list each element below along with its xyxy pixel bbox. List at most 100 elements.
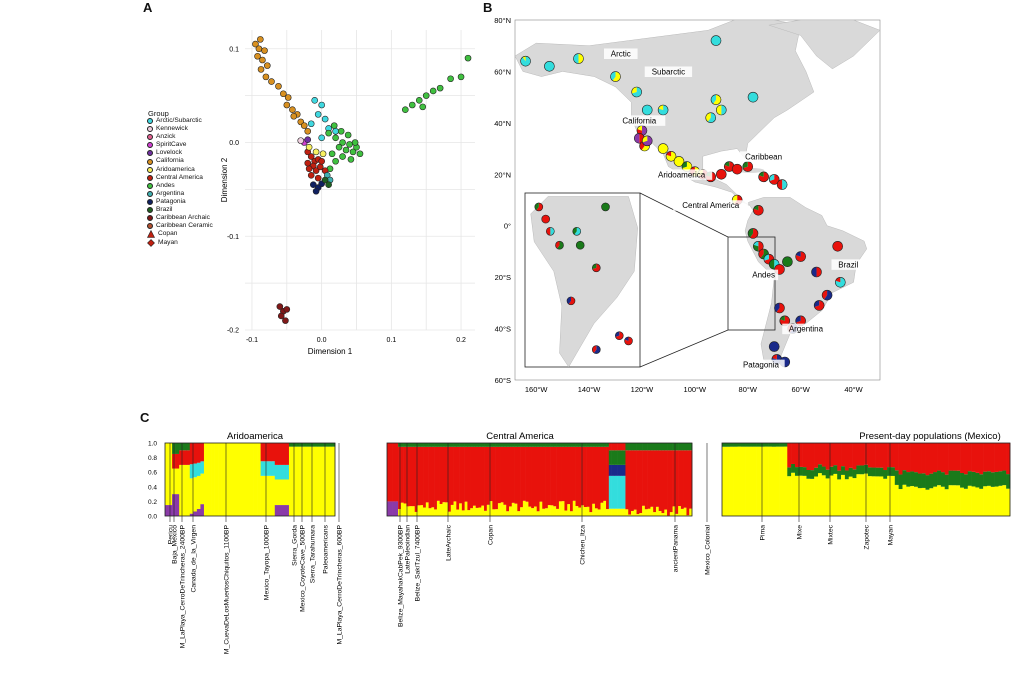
admixture-bar-segment: [586, 443, 590, 447]
sample-pie: [753, 204, 764, 216]
legend-label: Caribbean Archaic: [156, 214, 210, 222]
population-label: Mayan: [888, 525, 895, 546]
legend-swatch: [147, 126, 153, 133]
admixture-bar-segment: [470, 508, 474, 516]
admixture-bar-segment: [434, 446, 438, 510]
data-point: [307, 172, 315, 179]
pie-outline: [575, 240, 585, 250]
admixture-bar-segment: [852, 469, 857, 479]
admixture-bar-segment: [531, 446, 535, 509]
group-title: Aridoamerica: [227, 431, 284, 442]
pie-slice: [658, 143, 669, 154]
data-point: [275, 82, 282, 90]
data-point: [257, 66, 265, 73]
population-label: Belize_MayahakCabPek_9300BP: [398, 525, 405, 627]
data-point: [259, 56, 266, 64]
admixture-bar-segment: [583, 443, 587, 447]
admixture-bar-segment: [802, 443, 807, 468]
admixture-bar-segment: [431, 507, 435, 516]
admixture-bar-segment: [296, 443, 300, 447]
pie-outline: [716, 168, 727, 180]
admixture-bar-segment: [542, 446, 546, 509]
diamond-icon: [147, 238, 155, 247]
data-point: [318, 157, 325, 165]
pie-slice: [835, 277, 846, 288]
admixture-bar-segment: [619, 450, 623, 465]
admixture-bar-segment: [260, 443, 265, 462]
admixture-bar-segment: [445, 446, 449, 503]
longitude-tick-label: 80°W: [739, 385, 758, 394]
pie-outline: [776, 179, 788, 190]
admixture-bar-segment: [414, 511, 418, 516]
admixture-bar-segment: [481, 505, 485, 516]
data-point: [282, 317, 289, 324]
admixture-bar-segment: [520, 446, 524, 508]
admixture-bar-segment: [392, 443, 396, 502]
admixture-bar-segment: [914, 486, 919, 516]
data-point: [307, 153, 315, 160]
admixture-bar-segment: [453, 443, 457, 447]
admixture-bar-segment: [783, 446, 788, 516]
admixture-bar-segment: [564, 510, 568, 516]
admixture-bar-segment: [818, 464, 823, 474]
admixture-bar-segment: [400, 446, 404, 503]
admixture-bar-segment: [271, 443, 276, 462]
admixture-bar-segment: [509, 506, 513, 516]
admixture-bar-segment: [461, 446, 465, 511]
latitude-tick-label: 20°N: [494, 170, 511, 179]
admixture-bar-segment: [1006, 443, 1011, 475]
admixture-bar-segment: [944, 443, 949, 475]
pie-outline: [705, 112, 717, 124]
admixture-bar-segment: [472, 443, 477, 447]
x-tick-label: 0.0: [317, 337, 327, 344]
y-tick-label: 0.0: [148, 514, 157, 521]
admixture-bar-segment: [398, 446, 402, 510]
admixture-bar-segment: [168, 443, 173, 506]
admixture-bar-segment: [403, 446, 407, 504]
pie-slice: [824, 290, 833, 301]
legend-item: Argentina: [147, 190, 213, 198]
admixture-bar-segment: [428, 443, 432, 447]
pie-slice: [574, 227, 581, 236]
data-point: [436, 84, 444, 92]
admixture-bar-segment: [925, 443, 930, 476]
admixture-bar-segment: [320, 446, 325, 516]
data-point: [429, 87, 437, 95]
admixture-bar-segment: [644, 450, 648, 510]
admixture-bar-segment: [650, 450, 654, 507]
legend-title: Group: [148, 109, 169, 118]
admixture-bar-segment: [871, 476, 876, 516]
sample-pie: [657, 143, 669, 154]
admixture-bar-segment: [528, 506, 532, 516]
population-label: Sierra_Tarahumara: [310, 525, 317, 583]
admixture-bar-segment: [395, 443, 399, 502]
region-label: Central America: [682, 201, 739, 210]
data-point: [255, 45, 263, 53]
admixture-bar-segment: [733, 443, 738, 447]
pie-outline: [657, 104, 669, 116]
admixture-bar-segment: [752, 443, 757, 447]
pie-outline: [601, 202, 610, 212]
admixture-bar-segment: [802, 475, 807, 516]
admixture-bar-segment: [575, 446, 579, 507]
admixture-bar-segment: [636, 514, 640, 516]
admixture-bar-segment: [572, 500, 576, 516]
admixture-bar-segment: [495, 443, 499, 447]
region-label-bg: [613, 115, 666, 126]
admixture-bar-segment: [906, 486, 911, 516]
admixture-bar-segment: [636, 450, 640, 515]
legend-swatch: [147, 142, 153, 149]
admixture-bar-segment: [829, 475, 834, 516]
admixture-bar-segment: [420, 505, 424, 516]
legend-swatch: [147, 174, 153, 181]
pie-slice: [758, 171, 764, 177]
data-point: [304, 136, 312, 143]
data-point: [290, 112, 298, 120]
admixture-bar-segment: [791, 472, 796, 516]
sample-pie: [813, 300, 825, 311]
admixture-bar-segment: [642, 443, 646, 451]
pie-slice: [748, 92, 759, 103]
pie-slice: [541, 215, 550, 224]
admixture-bar-segment: [806, 478, 811, 516]
admixture-bar-segment: [791, 443, 796, 464]
